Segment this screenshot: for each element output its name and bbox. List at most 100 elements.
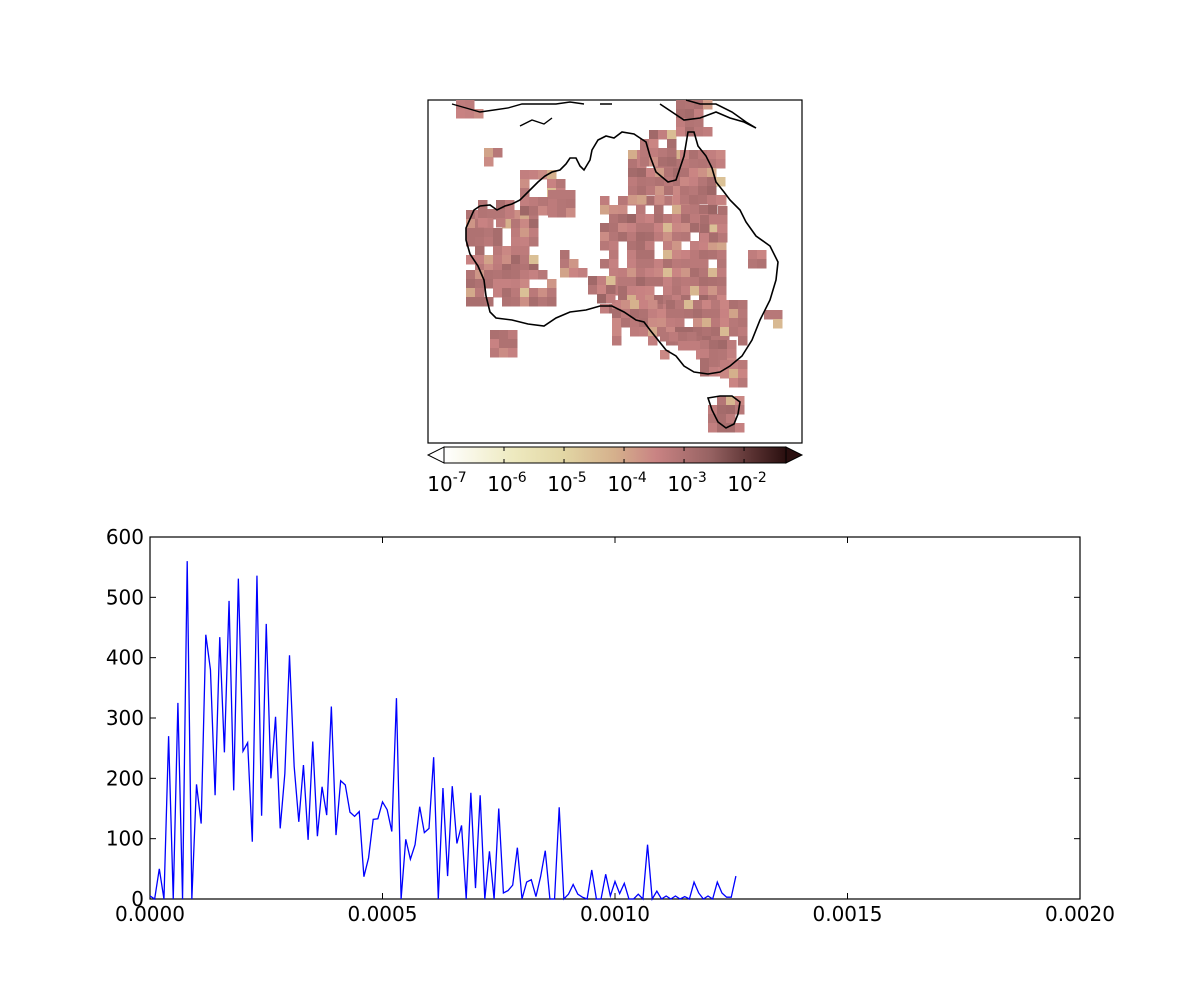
map-cell	[606, 294, 616, 304]
map-cell	[716, 150, 726, 160]
y-tick-label: 400	[106, 646, 144, 670]
map-cell	[566, 208, 576, 218]
map-cell	[717, 268, 727, 278]
map-cell	[663, 223, 673, 233]
map-cell	[666, 300, 676, 310]
map-cell	[718, 233, 728, 243]
map-cell	[690, 286, 700, 296]
y-tick-label: 500	[106, 585, 144, 609]
map-cell	[569, 268, 579, 278]
map-cell	[673, 150, 683, 160]
colorbar-tick-label: 10-5	[547, 470, 586, 496]
map-cell	[675, 309, 685, 319]
map-cell	[711, 327, 721, 337]
map-cell	[618, 196, 628, 206]
map-cell	[720, 309, 730, 319]
map-cell	[493, 270, 503, 280]
map-cell	[618, 232, 628, 242]
map-cell	[646, 168, 656, 178]
map-cell	[456, 100, 466, 110]
map-cell	[672, 250, 682, 260]
map-cell	[654, 277, 664, 287]
map-cell	[664, 186, 674, 196]
map-cell	[711, 318, 721, 328]
map-cell	[709, 358, 719, 368]
map-cell	[699, 268, 709, 278]
map-cell	[600, 223, 610, 233]
map-cell	[672, 286, 682, 296]
map-cell	[690, 205, 700, 215]
map-cell	[612, 327, 622, 337]
map-cell	[717, 250, 727, 260]
map-cell	[673, 186, 683, 196]
map-cell	[708, 205, 718, 215]
map-cell	[606, 285, 616, 295]
colorbar-tick-label: 10-2	[727, 470, 766, 496]
map-cell	[484, 264, 494, 274]
map-cell	[720, 300, 730, 310]
map-cell	[669, 332, 679, 342]
map-cell	[566, 199, 576, 209]
map-cell	[475, 228, 485, 238]
map-cell	[630, 309, 640, 319]
map-cell	[640, 148, 650, 158]
map-cell	[636, 286, 646, 296]
map-cell	[718, 206, 728, 216]
map-cell	[466, 210, 476, 220]
map-cell	[636, 241, 646, 251]
map-cell	[520, 197, 530, 207]
map-cell	[684, 327, 694, 337]
map-cell	[547, 297, 557, 307]
map-cell	[637, 195, 647, 205]
map-cell	[655, 177, 665, 187]
map-cell	[681, 205, 691, 215]
map-cell	[658, 130, 668, 140]
map-cell	[556, 179, 566, 189]
map-cell	[764, 310, 774, 320]
map-cell	[708, 250, 718, 260]
map-cell	[667, 148, 677, 158]
map-cell	[529, 206, 539, 216]
map-cell	[648, 336, 658, 346]
map-cell	[597, 285, 607, 295]
map-cell	[548, 190, 558, 200]
map-cell	[654, 214, 664, 224]
map-cell	[511, 228, 521, 238]
map-cell	[689, 177, 699, 187]
map-cell	[600, 196, 610, 206]
map-cell	[627, 223, 637, 233]
y-axis-ticks: 0 100 200 300 400 500 600	[106, 525, 1080, 911]
map-cell	[538, 197, 548, 207]
map-cell	[676, 109, 686, 119]
map-cell	[646, 177, 656, 187]
map-cell	[547, 288, 557, 298]
map-cell	[709, 340, 719, 350]
map-cell	[645, 259, 655, 269]
map-cell	[729, 360, 739, 370]
map-cell	[773, 319, 783, 329]
map-cell	[707, 186, 717, 196]
map-cell	[560, 259, 570, 269]
map-cell	[689, 159, 699, 169]
map-cell	[685, 100, 695, 110]
map-cell	[502, 288, 512, 298]
map-cell	[465, 109, 475, 119]
colorbar: 10-7 10-6 10-5 10-4 10-3 10-2	[426, 446, 804, 496]
map-cell	[727, 340, 737, 350]
map-cell	[717, 259, 727, 269]
map-cell	[681, 268, 691, 278]
map-cell	[484, 255, 494, 265]
map-cell	[738, 318, 748, 328]
map-cell	[657, 327, 667, 337]
map-cell	[508, 330, 518, 340]
map-cell	[529, 237, 539, 247]
colorbar-tick-label: 10-6	[487, 470, 527, 496]
map-cell	[475, 279, 485, 289]
map-cell	[717, 241, 727, 251]
map-cell	[636, 205, 646, 215]
map-cell	[609, 241, 619, 251]
map-cell	[672, 295, 682, 305]
map-cell	[636, 223, 646, 233]
map-cell	[529, 297, 539, 307]
map-cell	[738, 300, 748, 310]
